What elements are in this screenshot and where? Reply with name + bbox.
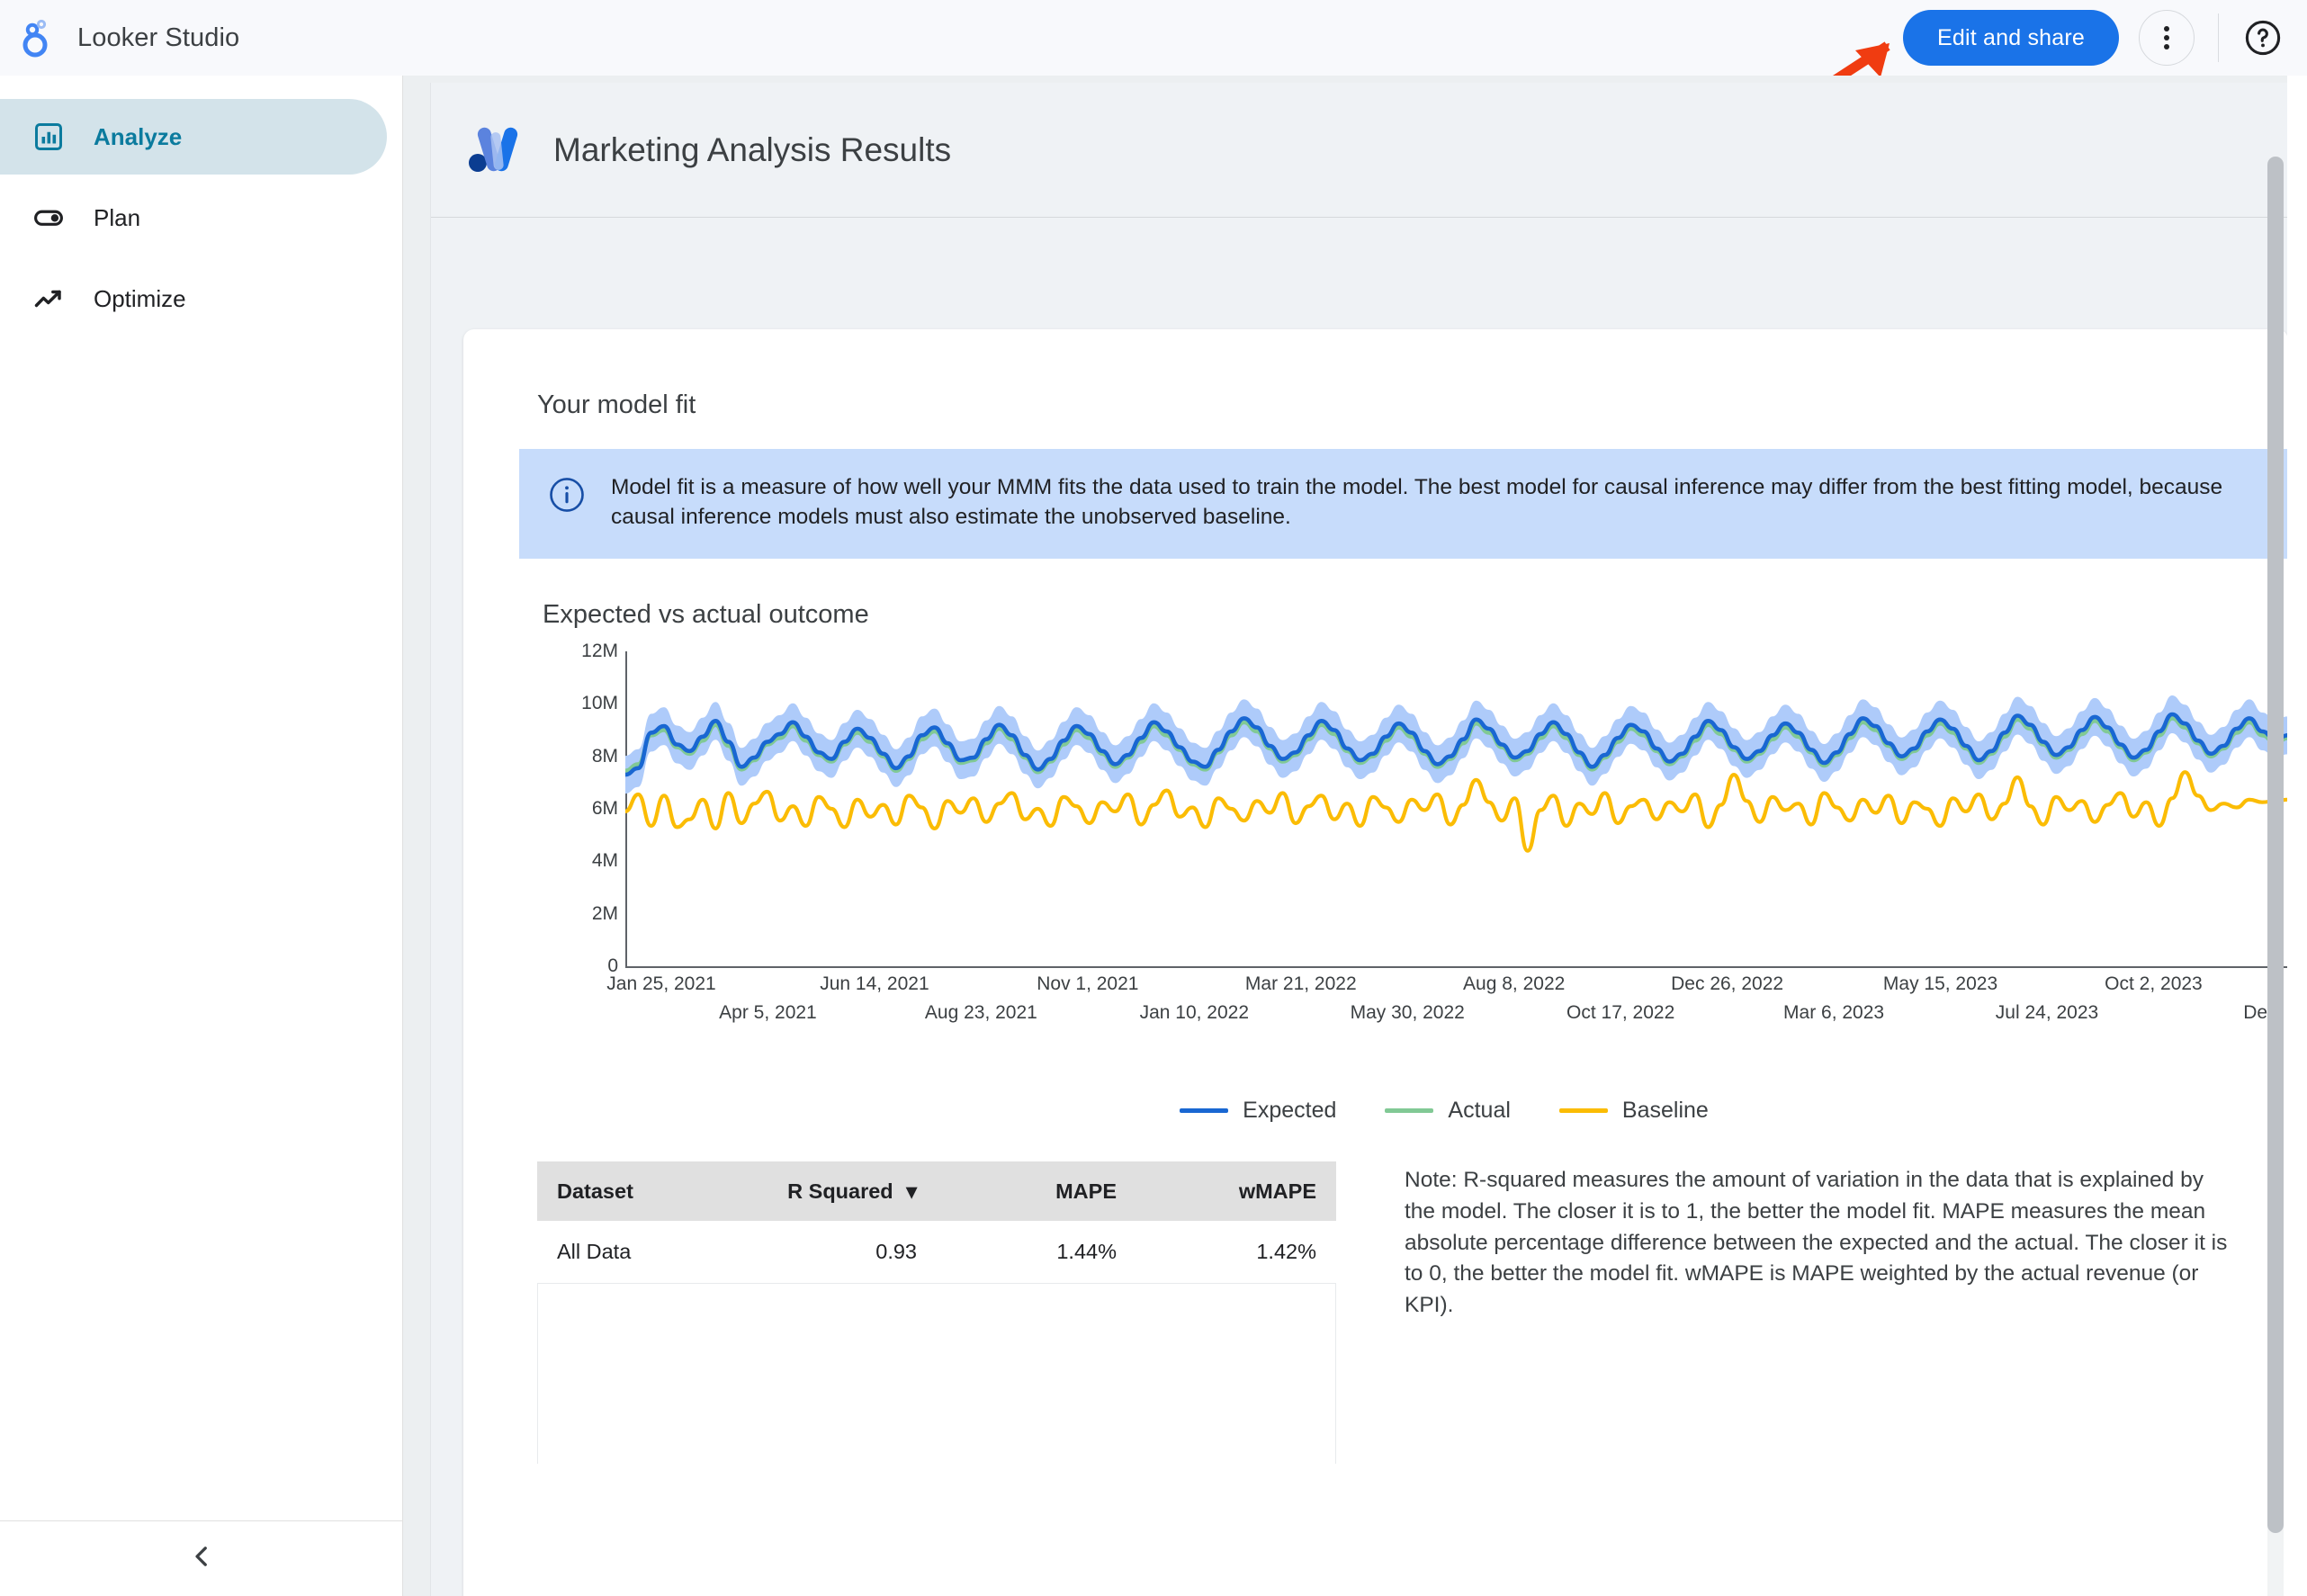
help-circle-icon[interactable]: [2242, 17, 2284, 58]
legend-item-actual[interactable]: Actual: [1385, 1098, 1511, 1124]
info-banner: Model fit is a measure of how well your …: [519, 449, 2287, 560]
chart-x-tick: Jan 25, 2021: [606, 973, 716, 995]
cell-dataset: All Data: [537, 1221, 737, 1285]
top-app-bar: Looker Studio Edit and share: [0, 0, 2307, 76]
sidebar-collapse-button[interactable]: [0, 1520, 403, 1596]
legend-swatch-icon: [1385, 1108, 1434, 1114]
chart-y-tick: 6M: [591, 798, 618, 820]
chart-series-baseline: [625, 770, 2287, 853]
column-header-label: R Squared: [787, 1179, 893, 1204]
sidebar: Analyze Plan Optimize: [0, 76, 403, 1596]
legend-item-baseline[interactable]: Baseline: [1558, 1098, 1709, 1124]
table-header-row: Dataset R Squared ▾ MAPE wMAPE: [537, 1161, 1336, 1222]
table-row[interactable]: All Data 0.93 1.44% 1.42%: [537, 1221, 1336, 1285]
info-banner-text: Model fit is a measure of how well your …: [611, 475, 2223, 530]
chart-y-tick: 2M: [591, 902, 618, 924]
chart-x-tick: Dec 26, 2022: [1671, 973, 1784, 995]
chart-title: Expected vs actual outcome: [543, 600, 869, 630]
table-empty-area: [537, 1284, 1336, 1465]
chart-x-tick: May 15, 2023: [1882, 973, 1998, 995]
legend-swatch-icon: [1180, 1108, 1229, 1114]
chart-x-tick: Aug 8, 2022: [1463, 973, 1566, 995]
chart-x-tick: Mar 21, 2022: [1244, 973, 1357, 995]
chart-x-axis-labels: Jan 25, 2021 Apr 5, 2021 Jun 14, 2021 Aug 2…: [519, 973, 2287, 1036]
toolbar-divider: [2218, 13, 2219, 62]
sidebar-item-label: Plan: [94, 203, 141, 231]
chart-y-tick: 8M: [591, 745, 618, 767]
chart-x-tick: Jun 14, 2021: [820, 973, 929, 995]
toggle-icon: [31, 200, 67, 236]
chart-y-tick: 0: [607, 955, 618, 977]
column-header-mape[interactable]: MAPE: [937, 1161, 1136, 1222]
sidebar-item-plan[interactable]: Plan: [0, 180, 402, 256]
chart-y-axis-labels: 0 2M 4M 6M 8M 10M 12M: [519, 641, 618, 976]
chart-x-tick: Aug 23, 2021: [924, 1002, 1037, 1024]
chart-x-tick: Nov 1, 2021: [1037, 973, 1139, 995]
legend-label: Baseline: [1621, 1098, 1709, 1124]
metrics-section: Dataset R Squared ▾ MAPE wMAPE: [519, 1161, 2287, 1465]
edit-and-share-button[interactable]: Edit and share: [1902, 10, 2119, 66]
chart-x-tick: Jul 24, 2023: [1995, 1002, 2099, 1024]
bar-chart-icon: [31, 119, 67, 155]
chart-x-tick: Jan 10, 2022: [1139, 1002, 1250, 1024]
page-title: Marketing Analysis Results: [553, 130, 952, 168]
info-circle-icon: [548, 472, 586, 518]
legend-label: Actual: [1448, 1098, 1511, 1124]
meridian-m-logo: [467, 120, 523, 180]
scrollbar-thumb[interactable]: [2267, 157, 2284, 1533]
chart-y-tick: 12M: [581, 641, 618, 662]
vertical-scrollbar[interactable]: [2267, 157, 2284, 1596]
chevron-left-icon: [186, 1541, 217, 1576]
trending-up-icon: [31, 281, 67, 317]
caret-down-icon[interactable]: ▾: [906, 1179, 917, 1204]
legend-item-expected[interactable]: Expected: [1180, 1098, 1336, 1124]
chart-x-tick: Oct 17, 2022: [1566, 1002, 1675, 1024]
cell-mape: 1.44%: [937, 1221, 1136, 1285]
app-title: Looker Studio: [77, 22, 240, 52]
panel-title: Your model fit: [537, 390, 696, 419]
column-header-wmape[interactable]: wMAPE: [1136, 1161, 1336, 1222]
report-surface: Marketing Analysis Results Your model fi…: [430, 83, 2287, 1596]
chart-y-axis-line: [625, 651, 627, 967]
expected-vs-actual-chart[interactable]: 0 2M 4M 6M 8M 10M 12M Jan 25, 2021 Apr 5, 2021 J…: [519, 641, 2287, 1038]
more-vertical-icon[interactable]: [2139, 10, 2195, 66]
chart-x-tick: Oct 2, 2023: [2105, 973, 2203, 995]
column-header-r-squared[interactable]: R Squared ▾: [737, 1161, 937, 1222]
metrics-table-box: Dataset R Squared ▾ MAPE wMAPE: [537, 1161, 1336, 1465]
chart-y-tick: 4M: [591, 850, 618, 872]
chart-legend: Expected Actual Baseline: [519, 1098, 2287, 1124]
chart-x-tick: Apr 5, 2021: [719, 1002, 817, 1024]
chart-y-tick: 10M: [581, 693, 618, 714]
chart-plot-area: [625, 651, 2287, 966]
topbar-actions: Edit and share: [1902, 10, 2307, 66]
legend-swatch-icon: [1558, 1108, 1608, 1114]
brand[interactable]: Looker Studio: [0, 17, 239, 58]
report-header: Marketing Analysis Results: [431, 83, 2287, 218]
chart-x-axis-line: [625, 966, 2287, 969]
main-content: Marketing Analysis Results Your model fi…: [403, 76, 2287, 1596]
looker-studio-logo: [16, 17, 58, 58]
legend-label: Expected: [1243, 1098, 1337, 1124]
sidebar-item-label: Analyze: [94, 122, 183, 150]
column-header-dataset[interactable]: Dataset: [537, 1161, 737, 1222]
sidebar-item-analyze[interactable]: Analyze: [0, 99, 387, 175]
chart-series-expected: [625, 712, 2287, 777]
cell-r-squared: 0.93: [737, 1221, 937, 1285]
chart-x-tick: May 30, 2022: [1350, 1002, 1465, 1024]
chart-x-tick: Mar 6, 2023: [1783, 1002, 1885, 1024]
model-fit-card: Your model fit Model fit is a measure of…: [463, 329, 2287, 1596]
cell-wmape: 1.42%: [1136, 1221, 1336, 1285]
sidebar-item-label: Optimize: [94, 284, 186, 312]
metrics-note: Note: R-squared measures the amount of v…: [1405, 1168, 2228, 1318]
metrics-table: Dataset R Squared ▾ MAPE wMAPE: [537, 1161, 1336, 1285]
sidebar-item-optimize[interactable]: Optimize: [0, 261, 402, 336]
